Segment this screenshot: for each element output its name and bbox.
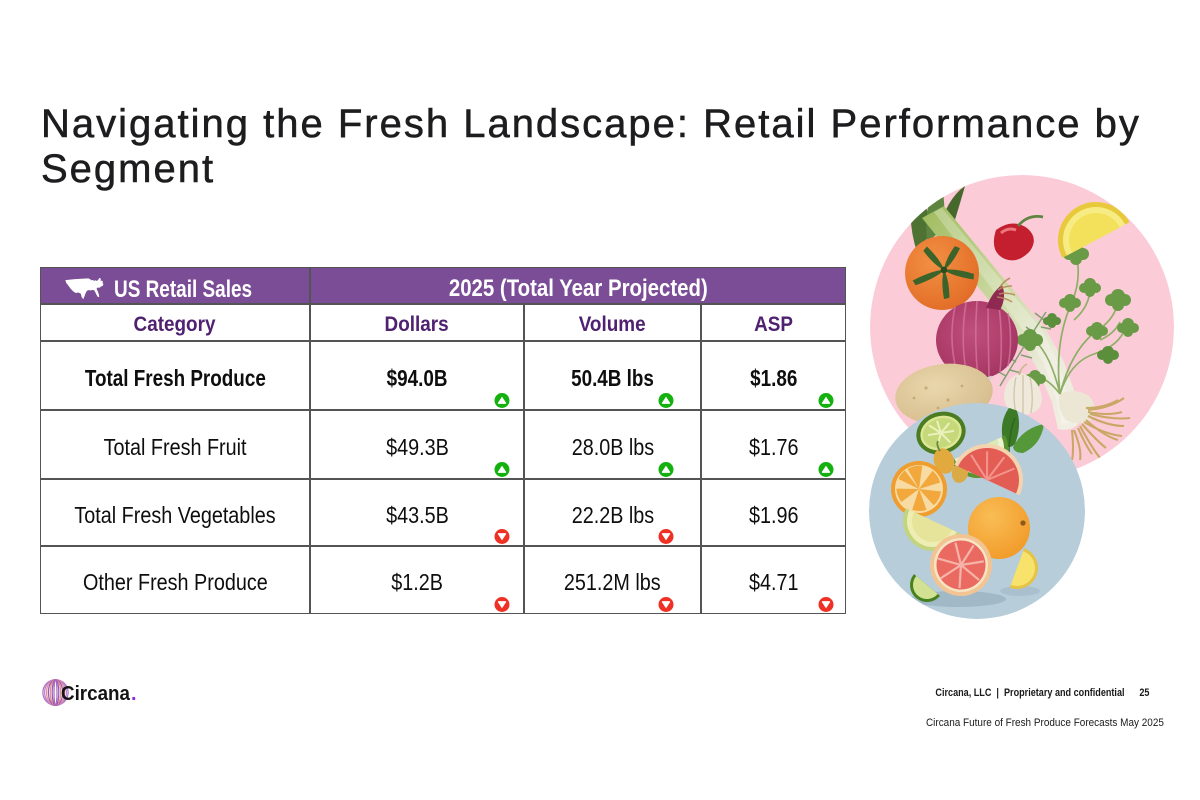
svg-text:Circana: Circana bbox=[61, 683, 131, 705]
svg-text:.: . bbox=[131, 683, 137, 705]
